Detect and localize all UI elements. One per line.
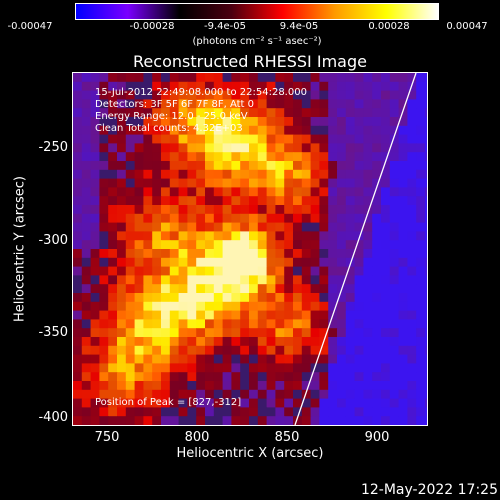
plot-title: Reconstructed RHESSI Image [133, 52, 367, 71]
colorbar-tick: 0.00047 [446, 21, 488, 32]
y-tick-label: -400 [38, 410, 68, 425]
x-axis-label: Heliocentric X (arcsec) [176, 446, 324, 461]
energy-range-label: Energy Range: 12.0 - 25.0 keV [95, 111, 248, 122]
clean-counts-label: Clean Total counts: 4.32E+03 [95, 123, 243, 134]
y-tick-label: -250 [38, 140, 68, 155]
colorbar-tick: 0.00028 [368, 21, 410, 32]
colorbar [75, 3, 439, 20]
image-pixels [73, 73, 427, 425]
colorbar-units: (photons cm⁻² s⁻¹ asec⁻²) [192, 36, 322, 47]
rhessi-image: 15-Jul-2012 22:49:08.000 to 22:54:28.000… [72, 72, 428, 426]
colorbar-tick: -9.4e-05 [204, 21, 246, 32]
x-tick-label: 900 [364, 430, 390, 445]
x-tick-label: 850 [274, 430, 300, 445]
colorbar-tick: 9.4e-05 [279, 21, 319, 32]
y-axis-label: Heliocentric Y (arcsec) [12, 176, 28, 322]
y-tick-label: -300 [38, 233, 68, 248]
colorbar-tick: -0.00028 [129, 21, 175, 32]
x-tick-label: 800 [184, 430, 210, 445]
solar-limb-line [294, 73, 417, 425]
time-range-label: 15-Jul-2012 22:49:08.000 to 22:54:28.000 [95, 87, 307, 98]
detectors-label: Detectors: 3F 5F 6F 7F 8F, Att 0 [95, 99, 255, 110]
date-stamp: 12-May-2022 17:25 [360, 482, 498, 498]
peak-position-label: Position of Peak = [827,-312] [95, 397, 242, 408]
x-tick-label: 750 [94, 430, 120, 445]
colorbar-tick: -0.00047 [7, 21, 53, 32]
y-tick-label: -350 [38, 325, 68, 340]
